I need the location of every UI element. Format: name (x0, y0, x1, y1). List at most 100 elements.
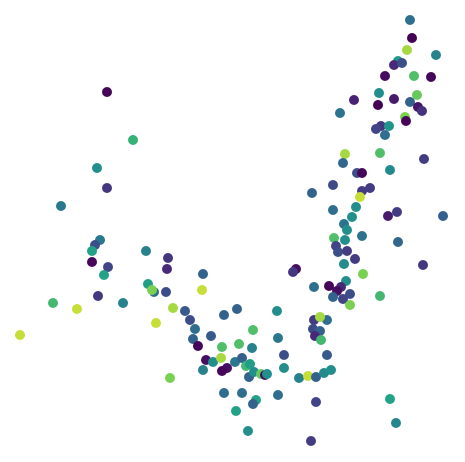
scatter-point (418, 260, 428, 270)
scatter-point (345, 289, 355, 299)
scatter-point (185, 315, 195, 325)
scatter-point (384, 121, 394, 131)
scatter-point (232, 304, 242, 314)
scatter-point (350, 254, 360, 264)
scatter-point (303, 371, 313, 381)
scatter-point (338, 294, 348, 304)
scatter-point (248, 399, 258, 409)
scatter-point (92, 163, 102, 173)
scatter-point (93, 291, 103, 301)
scatter-point (385, 165, 395, 175)
scatter-point (392, 207, 402, 217)
scatter-point (245, 359, 255, 369)
scatter-point (273, 390, 283, 400)
scatter-point (365, 183, 375, 193)
scatter-point (162, 264, 172, 274)
scatter-point (357, 231, 367, 241)
scatter-point (374, 88, 384, 98)
scatter-point (342, 225, 352, 235)
scatter-point (426, 72, 436, 82)
scatter-point (373, 100, 383, 110)
scatter-point (389, 94, 399, 104)
scatter-point (340, 235, 350, 245)
scatter-point (419, 154, 429, 164)
scatter-point (309, 282, 319, 292)
scatter-point (217, 342, 227, 352)
scatter-point (103, 262, 113, 272)
scatter-point (385, 394, 395, 404)
scatter-point (217, 366, 227, 376)
scatter-point (328, 292, 338, 302)
scatter-point (380, 71, 390, 81)
scatter-point (351, 202, 361, 212)
scatter-point (322, 350, 332, 360)
scatter-point (165, 373, 175, 383)
scatter-point (219, 310, 229, 320)
scatter-point (401, 116, 411, 126)
scatter-point (326, 365, 336, 375)
scatter-point (345, 300, 355, 310)
scatter-point (438, 211, 448, 221)
scatter-point (147, 285, 157, 295)
scatter-point (198, 365, 208, 375)
scatter-point (237, 353, 247, 363)
scatter-point (347, 212, 357, 222)
scatter-point (380, 130, 390, 140)
scatter-point (405, 15, 415, 25)
scatter-point (335, 108, 345, 118)
scatter-point (393, 237, 403, 247)
scatter-point (247, 343, 257, 353)
scatter-point (197, 285, 207, 295)
scatter-point (306, 436, 316, 446)
scatter-point (328, 205, 338, 215)
scatter-point (389, 60, 399, 70)
scatter-point (102, 183, 112, 193)
scatter-point (405, 97, 415, 107)
scatter-point (340, 149, 350, 159)
points-layer (15, 15, 448, 446)
scatter-point (431, 50, 441, 60)
scatter-point (248, 325, 258, 335)
scatter-point (279, 363, 289, 373)
scatter-point (391, 418, 401, 428)
scatter-point (355, 192, 365, 202)
scatter-point (409, 71, 419, 81)
scatter-point (231, 406, 241, 416)
scatter-point (307, 188, 317, 198)
scatter-point (316, 335, 326, 345)
scatter-point (219, 388, 229, 398)
scatter-point (311, 372, 321, 382)
scatter-point (272, 306, 282, 316)
scatter-point (328, 180, 338, 190)
scatter-point (190, 324, 200, 334)
scatter-point (87, 246, 97, 256)
scatter-point (216, 353, 226, 363)
scatter-point (342, 246, 352, 256)
scatter-point (349, 95, 359, 105)
scatter-point (357, 168, 367, 178)
scatter-point (417, 106, 427, 116)
scatter-point (273, 333, 283, 343)
scatter-point (358, 269, 368, 279)
scatter-point (262, 369, 272, 379)
scatter-point (324, 281, 334, 291)
scatter-point (339, 259, 349, 269)
scatter-point (128, 135, 138, 145)
scatter-point (102, 87, 112, 97)
scatter-point (338, 158, 348, 168)
scatter-point (333, 247, 343, 257)
scatter-point (375, 291, 385, 301)
scatter-point (72, 304, 82, 314)
scatter-point (407, 33, 417, 43)
scatter-point (163, 253, 173, 263)
scatter-point (237, 388, 247, 398)
scatter-point (180, 306, 190, 316)
scatter-point (288, 267, 298, 277)
scatter-point (329, 233, 339, 243)
scatter-point (294, 373, 304, 383)
scatter-point (56, 201, 66, 211)
scatter-point (198, 269, 208, 279)
scatter-point (402, 45, 412, 55)
